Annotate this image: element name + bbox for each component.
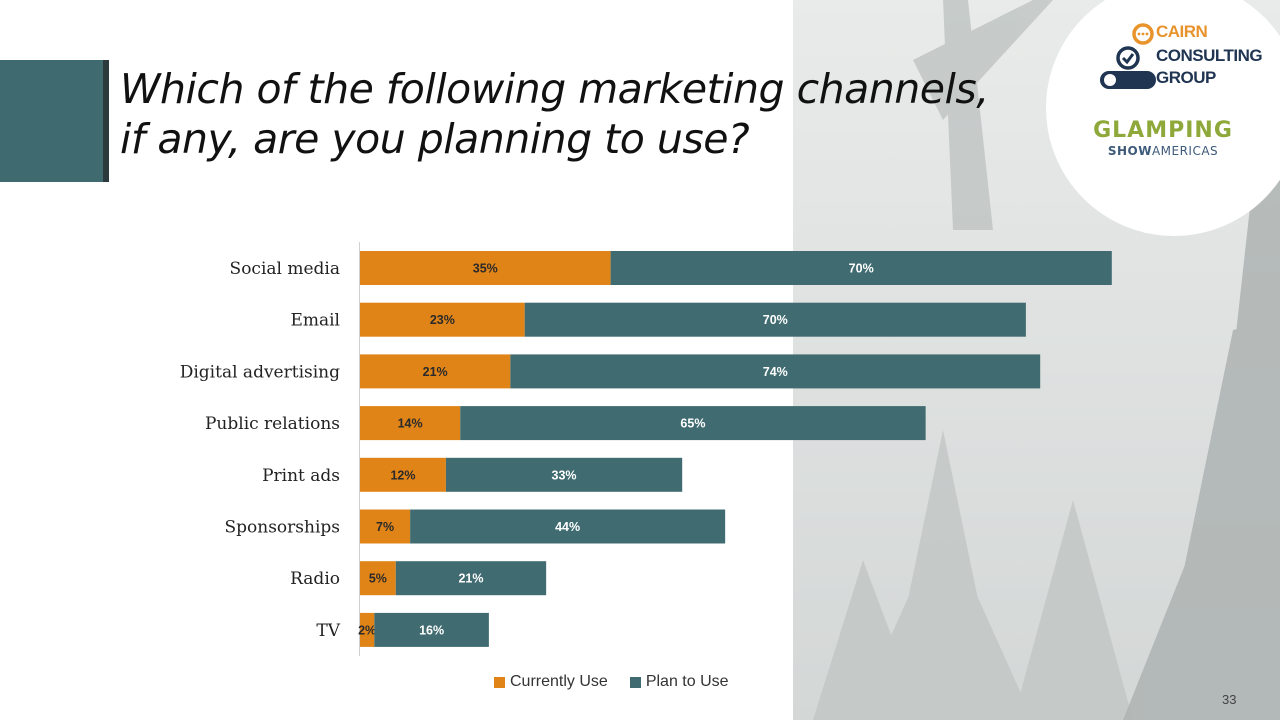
data-label-plan-to-use: 65%	[680, 417, 705, 431]
bar-plan-to-use	[395, 561, 547, 596]
data-label-currently-use: 7%	[376, 520, 394, 534]
cairn-stones-icon	[1100, 23, 1156, 89]
data-label-currently-use: 12%	[390, 468, 415, 482]
category-label: Digital advertising	[180, 362, 340, 382]
slide-title: Which of the following marketing channel…	[120, 64, 1020, 164]
bar-plan-to-use	[524, 302, 1026, 337]
bar-currently-use	[360, 302, 525, 337]
chart-legend: Currently Use Plan to Use	[494, 673, 751, 691]
slide-title-line-1: Which of the following marketing channel…	[120, 65, 989, 113]
bar-currently-use	[360, 612, 375, 647]
data-label-currently-use: 35%	[473, 262, 498, 276]
glamping-logo-americas: AMERICAS	[1151, 144, 1219, 158]
data-label-currently-use: 23%	[430, 313, 455, 327]
cairn-logo-line-1: CAIRN	[1156, 22, 1208, 41]
data-label-plan-to-use: 70%	[763, 313, 788, 327]
legend-label-current: Currently Use	[510, 673, 608, 690]
forest-trees-image	[813, 0, 1280, 720]
data-label-currently-use: 21%	[423, 365, 448, 379]
bar-currently-use	[360, 406, 461, 441]
logo-circle	[1046, 0, 1280, 236]
category-label: Social media	[230, 259, 340, 279]
category-label: TV	[316, 621, 340, 641]
slide-title-line-2: if any, are you planning to use?	[120, 115, 750, 163]
glamping-logo-line-2: SHOWAMERICAS	[1088, 144, 1238, 158]
category-label: Public relations	[205, 414, 340, 434]
cairn-logo-line-2: CONSULTING	[1156, 46, 1263, 65]
cairn-consulting-logo: CAIRN CONSULTING GROUP	[1100, 20, 1263, 95]
legend-swatch-current	[494, 676, 505, 688]
category-label: Email	[290, 311, 340, 331]
legend-item-plan: Plan to Use	[629, 673, 729, 691]
data-label-currently-use: 5%	[369, 572, 387, 586]
bar-currently-use	[360, 509, 411, 544]
legend-item-current: Currently Use	[494, 673, 608, 691]
bar-currently-use	[360, 354, 511, 389]
bar-currently-use	[360, 561, 396, 596]
data-label-plan-to-use: 33%	[552, 468, 577, 482]
glamping-show-logo: GLAMPING SHOWAMERICAS	[1088, 118, 1238, 158]
glamping-logo-line-1: GLAMPING	[1093, 118, 1233, 143]
category-label: Print ads	[262, 466, 340, 486]
category-label: Radio	[290, 569, 340, 589]
title-accent-block	[0, 60, 103, 182]
category-label: Sponsorships	[224, 518, 340, 538]
bar-plan-to-use	[460, 406, 926, 441]
data-label-currently-use: 14%	[398, 417, 423, 431]
bar-plan-to-use	[374, 612, 489, 647]
cairn-logo-line-3: GROUP	[1156, 68, 1216, 87]
bar-currently-use	[360, 457, 446, 492]
data-label-plan-to-use: 44%	[555, 520, 580, 534]
data-label-plan-to-use: 21%	[458, 572, 483, 586]
legend-label-plan: Plan to Use	[645, 673, 729, 690]
page-number: 33	[1222, 692, 1237, 707]
data-label-plan-to-use: 16%	[419, 623, 444, 637]
glamping-logo-show: SHOW	[1107, 144, 1152, 158]
bar-currently-use	[360, 251, 611, 285]
bar-plan-to-use	[610, 251, 1112, 285]
bar-plan-to-use	[445, 457, 683, 492]
bar-plan-to-use	[510, 354, 1041, 389]
data-label-currently-use: 2%	[358, 623, 376, 637]
data-label-plan-to-use: 70%	[849, 262, 874, 276]
legend-swatch-plan	[629, 676, 641, 688]
bar-plan-to-use	[410, 509, 726, 544]
data-label-plan-to-use: 74%	[763, 365, 788, 379]
title-accent-edge	[103, 60, 109, 182]
